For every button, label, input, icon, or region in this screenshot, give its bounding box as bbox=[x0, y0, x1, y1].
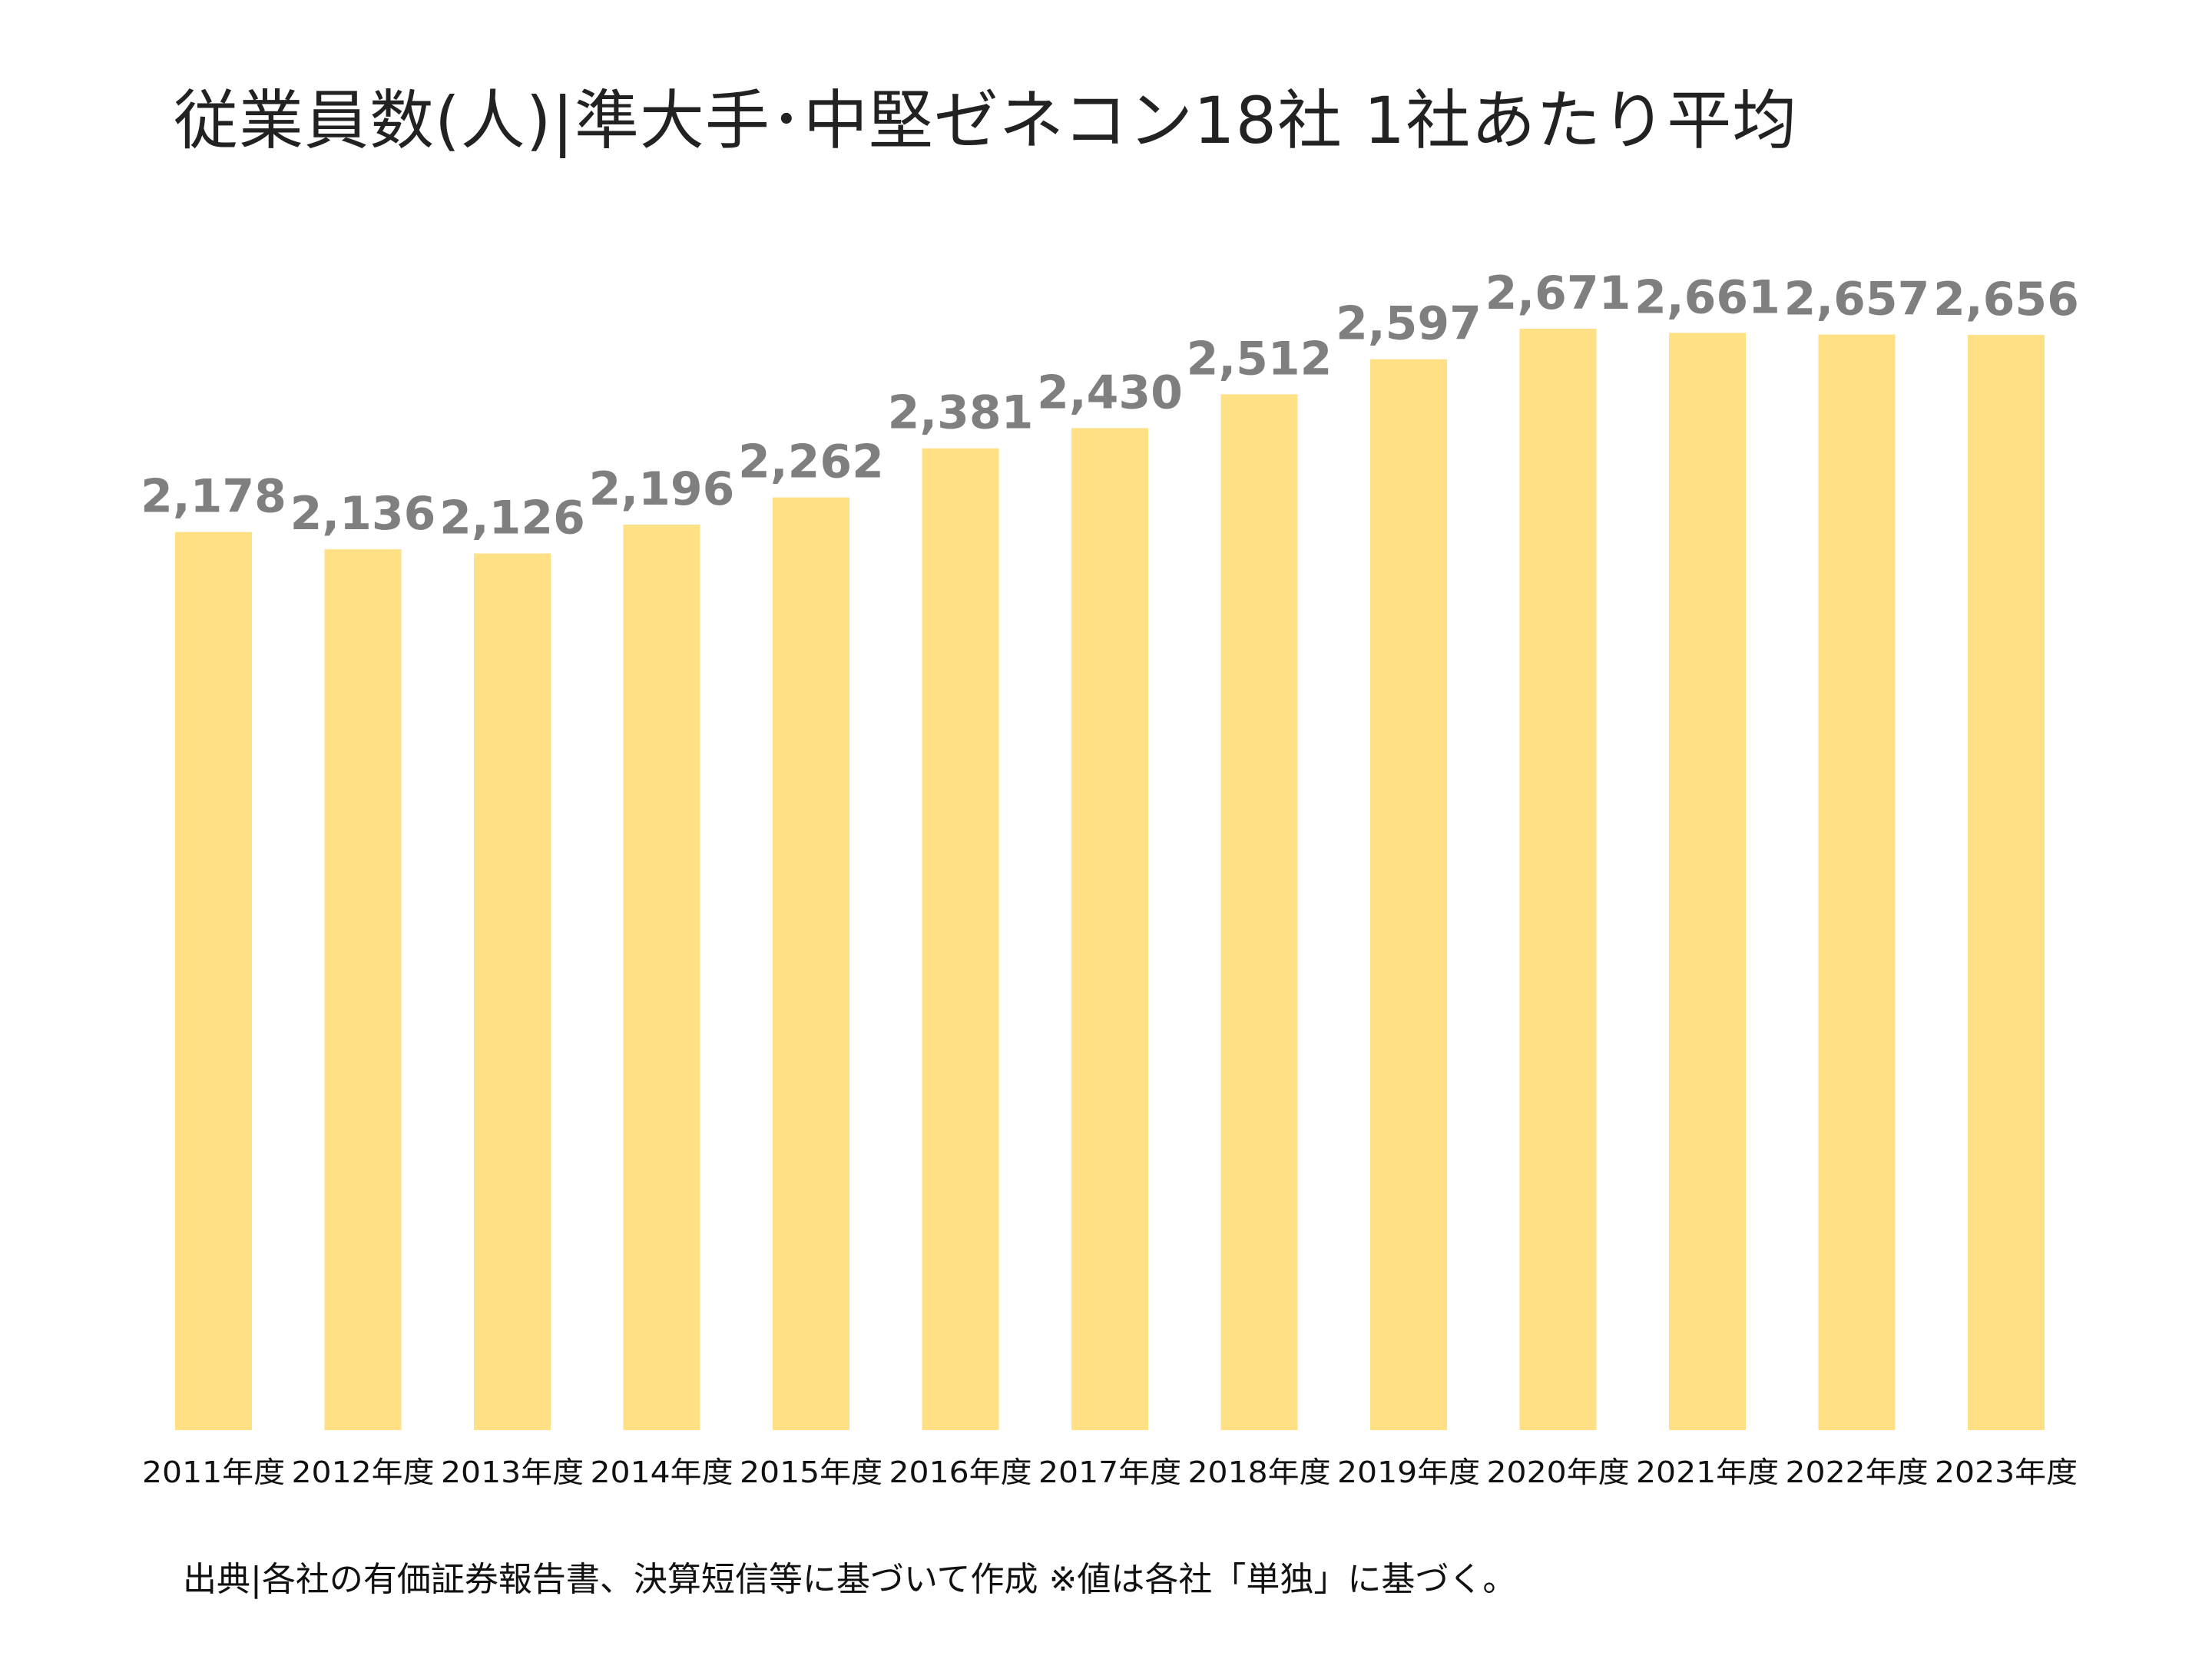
x-tick-label-2012年度: 2012年度 bbox=[292, 1455, 435, 1489]
x-tick-label-2018年度: 2018年度 bbox=[1188, 1455, 1331, 1489]
bar-2012年度 bbox=[324, 549, 402, 1431]
bar-2014年度 bbox=[623, 525, 700, 1430]
value-label-2019年度: 2,597 bbox=[1336, 297, 1482, 351]
value-label-2015年度: 2,262 bbox=[738, 435, 884, 489]
bar-2015年度 bbox=[773, 497, 849, 1430]
bar-2018年度 bbox=[1220, 394, 1298, 1430]
x-tick-label-2023年度: 2023年度 bbox=[1935, 1455, 2078, 1489]
value-label-2014年度: 2,196 bbox=[589, 462, 735, 516]
bar-2022年度 bbox=[1818, 334, 1896, 1430]
x-tick-label-2014年度: 2014年度 bbox=[591, 1455, 733, 1489]
value-label-2016年度: 2,381 bbox=[888, 386, 1034, 440]
value-label-2023年度: 2,656 bbox=[1933, 273, 2079, 326]
value-label-2013年度: 2,126 bbox=[439, 492, 585, 545]
x-tick-label-2019年度: 2019年度 bbox=[1337, 1455, 1480, 1489]
source-note: 出典|各社の有価証券報告書、決算短信等に基づいて作成 ※値は各社「単独」に基づく… bbox=[183, 1560, 1517, 1599]
x-tick-label-2011年度: 2011年度 bbox=[142, 1455, 285, 1489]
value-label-2018年度: 2,512 bbox=[1187, 332, 1333, 386]
value-label-2012年度: 2,136 bbox=[290, 487, 436, 541]
chart-title: 従業員数(人)|準大手･中堅ゼネコン18社 1社あたり平均 bbox=[174, 83, 1798, 158]
x-tick-label-2013年度: 2013年度 bbox=[441, 1455, 584, 1489]
value-label-2022年度: 2,657 bbox=[1784, 273, 1930, 326]
bar-2021年度 bbox=[1669, 333, 1746, 1430]
value-label-2017年度: 2,430 bbox=[1037, 366, 1183, 419]
bar-2019年度 bbox=[1370, 359, 1447, 1431]
x-tick-label-2016年度: 2016年度 bbox=[889, 1455, 1032, 1489]
bar-2023年度 bbox=[1968, 335, 2045, 1431]
value-label-2011年度: 2,178 bbox=[141, 470, 286, 524]
x-tick-label-2020年度: 2020年度 bbox=[1487, 1455, 1630, 1489]
x-tick-label-2021年度: 2021年度 bbox=[1636, 1455, 1779, 1489]
bar-2011年度 bbox=[175, 531, 252, 1431]
x-tick-labels-group: 2011年度 2012年度 2013年度 2014年度 2015年度 2016年度 2017… bbox=[142, 1455, 2078, 1489]
bars-group bbox=[175, 329, 2045, 1431]
bar-2017年度 bbox=[1071, 428, 1148, 1430]
bar-2013年度 bbox=[474, 553, 551, 1430]
value-label-2020年度: 2,671 bbox=[1485, 267, 1631, 320]
value-label-2021年度: 2,661 bbox=[1634, 270, 1780, 324]
bar-2020年度 bbox=[1519, 329, 1597, 1430]
x-tick-label-2022年度: 2022年度 bbox=[1786, 1455, 1929, 1489]
bar-2016年度 bbox=[922, 448, 999, 1431]
x-tick-label-2015年度: 2015年度 bbox=[740, 1455, 882, 1489]
x-tick-label-2017年度: 2017年度 bbox=[1038, 1455, 1181, 1489]
